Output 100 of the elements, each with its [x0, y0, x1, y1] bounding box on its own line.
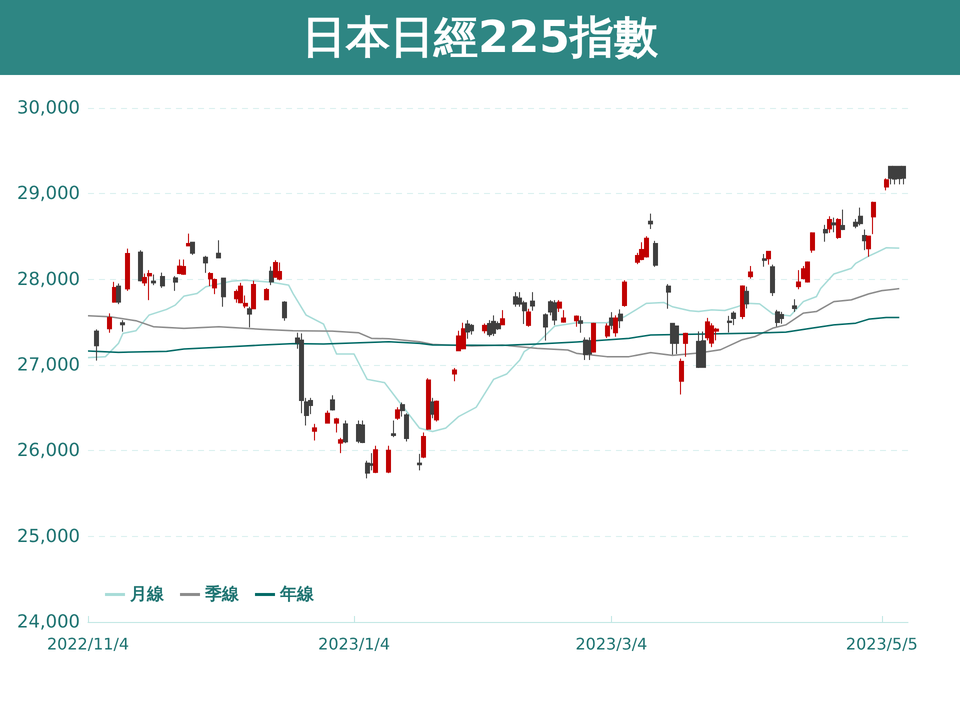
candlestick [404, 412, 409, 442]
candlestick [823, 224, 828, 242]
candlestick [613, 314, 618, 338]
candlestick [151, 274, 156, 286]
candlestick [116, 282, 121, 305]
candlestick [421, 432, 426, 459]
candlestick [325, 410, 330, 424]
candlestick [203, 255, 208, 274]
candlestick [792, 298, 797, 312]
x-tick-label: 2022/11/4 [46, 634, 130, 654]
candlestick [277, 262, 282, 281]
y-tick-label: 29,000 [17, 183, 80, 204]
candlestick [884, 178, 889, 191]
candlestick [557, 300, 562, 313]
legend-label: 年線 [279, 584, 315, 604]
candlestick [587, 336, 592, 360]
y-tick-label: 24,000 [17, 612, 80, 632]
y-tick-label: 26,000 [17, 440, 80, 462]
candlestick [840, 209, 845, 231]
candlestick [452, 368, 457, 382]
line-series [87, 247, 900, 432]
candlestick [343, 420, 348, 444]
candlestick [775, 309, 780, 327]
candlestick [679, 358, 684, 396]
candlestick [434, 400, 439, 422]
legend-label: 月線 [129, 584, 165, 604]
y-tick-label: 27,000 [17, 354, 80, 376]
candlestick [282, 300, 287, 322]
candlestick [836, 218, 841, 240]
candlestick [766, 250, 771, 266]
candlestick [552, 300, 557, 326]
y-tick-label: 25,000 [17, 526, 80, 547]
x-tick-label: 2023/3/4 [575, 634, 648, 654]
candlestick [373, 445, 378, 474]
legend-label: 季線 [204, 584, 240, 604]
candlestick [221, 278, 226, 308]
candlestick [871, 201, 876, 235]
candlestick [482, 322, 487, 334]
y-tick-label: 28,000 [17, 268, 80, 290]
candlestick [417, 453, 422, 471]
candlestick [866, 236, 871, 258]
candlestick [727, 315, 732, 333]
candlestick [312, 423, 317, 441]
candlestick [666, 284, 671, 310]
candlestick [740, 284, 745, 320]
candlestick [862, 229, 867, 251]
candlestick [338, 437, 343, 454]
chart-title: 日本日經225指數 [0, 0, 960, 75]
candlestick [831, 217, 836, 233]
candlestick [125, 248, 130, 292]
candlestick [513, 292, 518, 308]
candlestick [578, 316, 583, 334]
candlestick [273, 260, 278, 278]
y-tick-label: 30,000 [17, 98, 80, 118]
candlestick [653, 240, 658, 268]
x-tick-label: 2023/1/4 [318, 634, 390, 654]
candlestick [805, 260, 810, 284]
candlestick [622, 280, 627, 308]
candlestick [530, 292, 535, 312]
candlestick [526, 308, 531, 328]
candlestick [618, 308, 623, 329]
candlestick [426, 378, 431, 430]
candlestick [330, 394, 335, 412]
candlestick [186, 233, 191, 246]
candlestick [901, 166, 906, 185]
candlestick [173, 276, 178, 292]
candlestick [251, 280, 256, 310]
candlestick [591, 322, 596, 354]
candlestick [120, 320, 125, 332]
candlestick [609, 312, 614, 330]
candlestick [386, 445, 391, 474]
x-tick-label: 2023/5/5 [846, 634, 918, 654]
candlestick [107, 312, 112, 334]
candlestick [744, 286, 749, 310]
candlestick [190, 242, 195, 256]
candlestick [779, 311, 784, 324]
candlestick [360, 420, 365, 444]
candlestick [400, 402, 405, 418]
candlestick [648, 213, 653, 230]
candlestick [469, 324, 474, 336]
line-series [87, 316, 900, 354]
candlestick [247, 306, 252, 328]
candlestick [500, 310, 505, 326]
candlestick [796, 270, 801, 290]
candlestick [94, 328, 99, 362]
candlestick [181, 259, 186, 276]
candlestick [674, 326, 679, 355]
candlestick [160, 272, 165, 288]
candlestick [138, 250, 143, 282]
candlestick [748, 266, 753, 280]
candlestick [465, 320, 470, 340]
candlestick [264, 288, 269, 301]
candlestick [605, 322, 610, 339]
candlestick [770, 264, 775, 296]
candlestick [334, 417, 339, 434]
candlestick [574, 314, 579, 328]
candlestick [177, 259, 182, 275]
candlestick [216, 240, 221, 258]
candlestick [561, 310, 566, 324]
candlestick [395, 406, 400, 420]
